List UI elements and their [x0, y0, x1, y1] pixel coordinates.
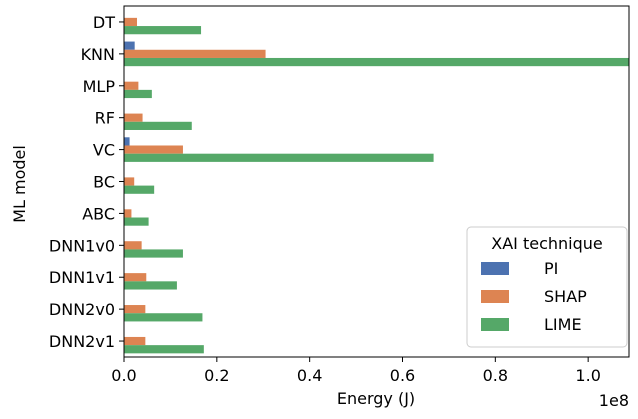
x-offset-label: 1e8 — [599, 391, 629, 410]
x-tick-label: 0.8 — [483, 366, 508, 385]
legend-label-shap: SHAP — [544, 287, 587, 306]
bar-pi-knn — [124, 41, 135, 50]
bar-lime-bc — [124, 185, 155, 194]
y-tick-label-knn: KNN — [81, 45, 115, 64]
bar-shap-bc — [124, 177, 135, 186]
legend-swatch-pi — [481, 262, 509, 275]
bar-lime-dnn1v1 — [124, 281, 177, 290]
y-tick-label-dnn2v1: DNN2v1 — [49, 332, 115, 351]
x-tick-label: 0.6 — [390, 366, 415, 385]
bar-shap-vc — [124, 145, 183, 154]
bar-lime-vc — [124, 153, 434, 162]
x-tick-label: 0.4 — [297, 366, 322, 385]
legend-items: PI SHAP LIME — [481, 259, 587, 334]
y-tick-label-bc: BC — [93, 173, 115, 192]
bar-lime-dnn2v0 — [124, 313, 203, 322]
legend-title: XAI technique — [491, 234, 603, 253]
bar-shap-rf — [124, 113, 143, 122]
bar-shap-dnn1v1 — [124, 273, 147, 282]
bars-group — [124, 17, 629, 354]
bar-shap-mlp — [124, 81, 139, 90]
y-tick-label-dnn2v0: DNN2v0 — [49, 300, 115, 319]
x-axis-label: Energy (J) — [337, 389, 415, 408]
y-tick-label-rf: RF — [95, 109, 115, 128]
bar-lime-knn — [124, 57, 629, 67]
legend-label-lime: LIME — [544, 315, 582, 334]
bar-lime-dnn2v1 — [124, 345, 204, 354]
legend-label-pi: PI — [544, 259, 558, 278]
x-tick-label: 0.2 — [204, 366, 229, 385]
bar-lime-abc — [124, 217, 149, 226]
legend-box — [466, 226, 628, 348]
bar-shap-dnn1v0 — [124, 241, 142, 250]
bar-shap-dt — [124, 17, 137, 27]
y-tick-label-dt: DT — [93, 13, 115, 32]
bar-lime-dt — [124, 26, 202, 35]
y-tick-label-abc: ABC — [82, 204, 115, 223]
bar-lime-mlp — [124, 89, 152, 99]
plot-frame — [123, 5, 630, 358]
bar-lime-dnn1v0 — [124, 249, 183, 258]
bar-shap-dnn2v0 — [124, 305, 146, 314]
y-tick-label-dnn1v0: DNN1v0 — [49, 236, 115, 255]
x-tick-label: 1.0 — [575, 366, 600, 385]
y-tick-label-mlp: MLP — [83, 77, 116, 96]
y-tick-label-dnn1v1: DNN1v1 — [49, 268, 115, 287]
legend-swatch-shap — [481, 290, 509, 303]
legend-swatch-lime — [481, 318, 509, 331]
legend: XAI technique PI SHAP LIME — [466, 226, 628, 348]
x-tick-label: 0.0 — [111, 366, 136, 385]
y-tick-label-vc: VC — [93, 141, 115, 160]
bar-shap-abc — [124, 209, 132, 218]
bar-shap-dnn2v1 — [124, 336, 146, 346]
axis-ticks: DT KNN MLP RF VC BC ABC DNN1v0 DNN1v1 DNN2v0 DNN2v… — [49, 13, 601, 385]
bar-lime-rf — [124, 121, 192, 130]
bar-shap-knn — [124, 49, 266, 58]
bar-pi-vc — [124, 137, 130, 146]
y-axis-label: ML model — [10, 145, 29, 223]
